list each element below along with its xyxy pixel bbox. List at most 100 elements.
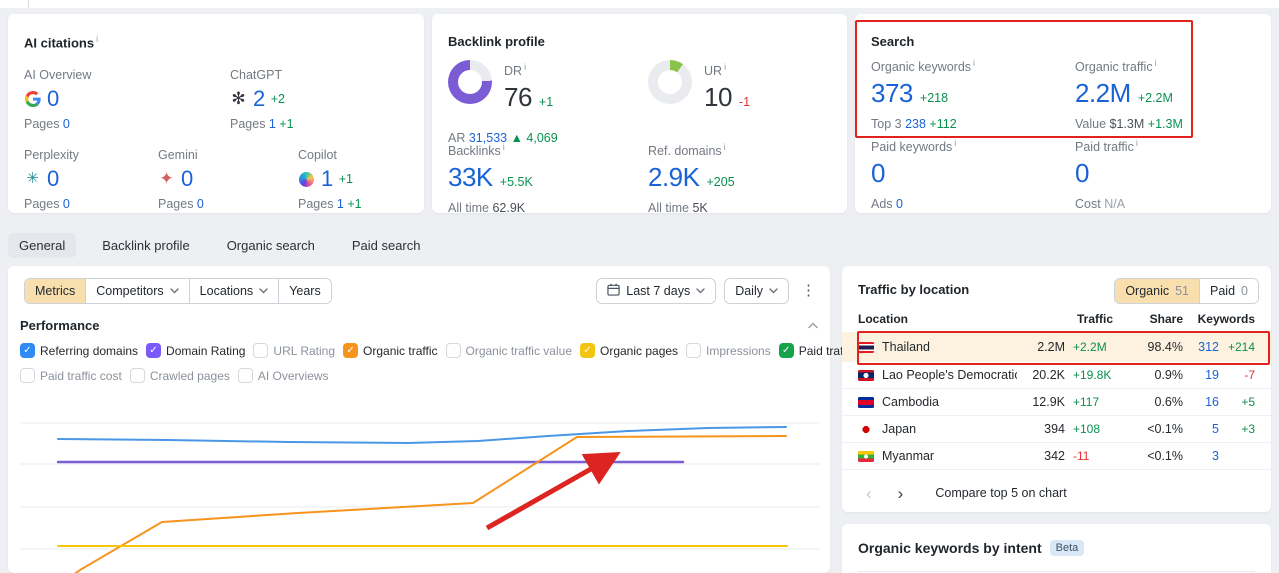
column-traffic: Traffic	[1076, 312, 1113, 326]
checkbox-unchecked-icon	[445, 343, 461, 358]
laos-flag	[858, 369, 874, 381]
performance-chart	[20, 422, 820, 573]
column-location: Location	[858, 312, 908, 326]
granularity-button[interactable]: Daily	[724, 278, 789, 304]
table-row-japan[interactable]: Japan 394 +108 <0.1% 5 +3	[842, 416, 1271, 443]
keywords-count[interactable]: 312	[1198, 340, 1219, 354]
pages-count[interactable]: 0	[62, 117, 70, 131]
keywords-delta: +3	[1241, 422, 1255, 436]
pages-count[interactable]: 0	[62, 197, 70, 211]
checkbox-unchecked-icon	[20, 368, 35, 383]
ai-citation-item: Gemini ✦ 0 Pages 0	[158, 148, 204, 211]
keywords-delta: -7	[1244, 368, 1255, 382]
share-value: 0.9%	[1154, 368, 1184, 382]
pages-count[interactable]: 1	[268, 117, 276, 131]
pages-count[interactable]: 1	[336, 197, 344, 211]
thailand-flag	[858, 341, 874, 353]
keywords-count[interactable]: 3	[1212, 449, 1219, 463]
metrics-button[interactable]: Metrics	[25, 279, 86, 303]
ref-domains-value[interactable]: 2.9K	[648, 162, 700, 193]
metric-checkbox-organic-pages[interactable]: Organic pages	[580, 343, 678, 358]
metric-checkbox-url-rating[interactable]: URL Rating	[253, 343, 335, 358]
tab-organic-search[interactable]: Organic search	[216, 233, 326, 258]
info-icon	[724, 142, 726, 152]
metric-checkbox-paid-traffic[interactable]: Paid traffic	[778, 343, 855, 358]
share-value: <0.1%	[1147, 449, 1183, 463]
keywords-delta: +5	[1241, 395, 1255, 409]
table-header: Location Traffic Share Keywords	[858, 312, 1255, 332]
chart-controls: Last 7 days Daily ⋮	[596, 278, 820, 304]
more-options-icon[interactable]: ⋮	[797, 278, 820, 304]
organic-paid-toggle: Organic 51 Paid 0	[1114, 278, 1259, 304]
organic-traffic-value[interactable]: 2.2M	[1075, 78, 1131, 109]
organic-traffic-block: Organic traffic 2.2M+2.2M Value $1.3M +1…	[1075, 58, 1183, 131]
keywords-count[interactable]: 16	[1205, 395, 1219, 409]
checkbox-unchecked-icon	[129, 368, 145, 383]
traffic-value: 20.2K	[1032, 368, 1065, 382]
pages-count[interactable]: 0	[196, 197, 204, 211]
checkbox-checked-icon	[778, 343, 794, 358]
table-row-lao-people-s-democratic-reput[interactable]: Lao People's Democratic Reput 20.2K +19.8K…	[842, 362, 1271, 389]
locations-button[interactable]: Locations	[188, 279, 279, 303]
metric-checkbox-paid-traffic-cost[interactable]: Paid traffic cost	[20, 368, 122, 383]
backlinks-value[interactable]: 33K	[448, 162, 493, 193]
column-keywords: Keywords	[1197, 312, 1255, 326]
table-row-cambodia[interactable]: Cambodia 12.9K +117 0.6% 16 +5	[842, 389, 1271, 416]
ur-delta: -1	[738, 95, 751, 110]
location-name: Lao People's Democratic Reput	[882, 368, 1017, 382]
share-value: 98.4%	[1147, 340, 1183, 354]
paid-toggle-button[interactable]: Paid 0	[1199, 279, 1258, 303]
dr-donut	[448, 60, 492, 104]
ur-value: 10	[704, 82, 732, 113]
checkbox-unchecked-icon	[686, 343, 702, 358]
metric-checkbox-organic-traffic[interactable]: Organic traffic	[343, 343, 438, 358]
paid-keywords-value[interactable]: 0	[871, 158, 885, 189]
years-button[interactable]: Years	[278, 279, 331, 303]
metric-checkbox-referring-domains[interactable]: Referring domains	[20, 343, 138, 358]
location-table-body: Thailand 2.2M +2.2M 98.4% 312 +214 Lao People'…	[842, 332, 1271, 470]
info-icon	[954, 138, 956, 148]
citation-count[interactable]: 0	[47, 166, 59, 191]
copilot-icon	[298, 171, 315, 187]
tab-paid-search[interactable]: Paid search	[341, 233, 432, 258]
ur-donut	[648, 60, 692, 104]
table-row-myanmar[interactable]: Myanmar 342 -11 <0.1% 3	[842, 443, 1271, 470]
ai-citation-item: AI Overview 0 Pages 0	[24, 68, 92, 131]
keywords-by-intent-card: Organic keywords by intent Beta	[842, 524, 1271, 573]
citation-count[interactable]: 0	[181, 166, 193, 191]
next-page-icon[interactable]: ›	[890, 483, 912, 504]
checkbox-checked-icon	[580, 343, 595, 358]
performance-header: Performance	[20, 318, 818, 333]
metric-checkbox-crawled-pages[interactable]: Crawled pages	[129, 368, 230, 383]
metric-checkbox-impressions[interactable]: Impressions	[686, 343, 771, 358]
paid-keywords-block: Paid keywords 0 Ads 0	[871, 138, 956, 211]
citation-count[interactable]: 0	[47, 86, 59, 111]
traffic-value: 342	[1044, 449, 1065, 463]
competitors-button[interactable]: Competitors	[85, 279, 189, 303]
metric-checkbox-domain-rating[interactable]: Domain Rating	[146, 343, 245, 358]
compare-top5-link[interactable]: Compare top 5 on chart	[935, 486, 1067, 500]
organic-keywords-value[interactable]: 373	[871, 78, 913, 109]
organic-toggle-button[interactable]: Organic 51	[1115, 279, 1200, 303]
collapse-section-icon[interactable]	[808, 322, 818, 329]
citation-count[interactable]: 1	[321, 166, 333, 191]
ai-citation-item: Copilot 1 +1 Pages 1 +1	[298, 148, 362, 211]
keywords-count[interactable]: 19	[1205, 368, 1219, 382]
citation-count[interactable]: 2	[253, 86, 265, 111]
annotation-arrow	[485, 452, 621, 531]
info-icon	[524, 62, 526, 72]
table-row-thailand[interactable]: Thailand 2.2M +2.2M 98.4% 312 +214	[842, 332, 1271, 362]
keywords-count[interactable]: 5	[1212, 422, 1219, 436]
date-range-button[interactable]: Last 7 days	[596, 278, 717, 304]
location-name: Cambodia	[882, 395, 939, 409]
metric-checkbox-organic-traffic-value[interactable]: Organic traffic value	[445, 343, 572, 358]
metric-checkbox-ai-overviews[interactable]: AI Overviews	[237, 368, 329, 383]
tab-backlink-profile[interactable]: Backlink profile	[91, 233, 200, 258]
prev-page-icon[interactable]: ‹	[858, 483, 880, 504]
google-icon	[24, 91, 41, 107]
paid-traffic-value[interactable]: 0	[1075, 158, 1089, 189]
tab-general[interactable]: General	[8, 232, 77, 258]
card-title: Search	[871, 34, 915, 49]
ahrefs-rank-value[interactable]: 31,533	[468, 131, 508, 145]
